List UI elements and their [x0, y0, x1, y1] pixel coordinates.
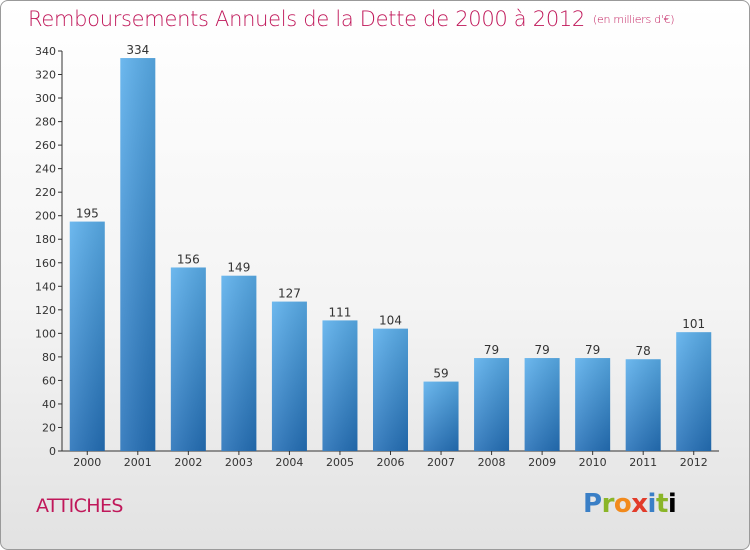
logo-letter: i	[667, 489, 677, 519]
y-tick-label: 220	[35, 186, 56, 199]
y-tick-label: 160	[35, 257, 56, 270]
y-tick-label: 120	[35, 304, 56, 317]
data-label: 79	[585, 343, 600, 357]
chart-axes: 0 20 40 60 80 100 120 140 160 180 200 220 240 260 280 3…	[35, 45, 719, 458]
bar-shade	[625, 359, 661, 451]
logo-letter: i	[647, 489, 657, 519]
y-tick-label: 20	[42, 421, 56, 434]
logo-letter: P	[583, 489, 602, 519]
x-tick-label: 2004	[275, 456, 303, 469]
x-tick-label: 2006	[377, 456, 405, 469]
data-label: 111	[329, 305, 352, 319]
x-tick-label: 2005	[326, 456, 354, 469]
x-tick-label: 2000	[73, 456, 101, 469]
data-label: 101	[682, 317, 705, 331]
data-label: 79	[484, 343, 499, 357]
y-tick-label: 320	[35, 69, 56, 82]
y-tick-label: 80	[42, 351, 56, 364]
x-tick-label: 2010	[579, 456, 607, 469]
y-tick-label: 340	[35, 45, 56, 58]
y-tick-label: 200	[35, 210, 56, 223]
chart-labels: 2000 195 2001 334 2002 156 2003 149 2004 127 2005 1…	[73, 43, 707, 469]
bar-shade	[69, 221, 105, 451]
bar-shade	[524, 358, 560, 451]
y-tick-label: 300	[35, 92, 56, 105]
y-tick-label: 260	[35, 139, 56, 152]
logo-letter: r	[601, 489, 615, 519]
y-tick-label: 0	[49, 445, 56, 458]
data-label: 79	[534, 343, 549, 357]
y-tick-label: 180	[35, 233, 56, 246]
data-label: 334	[126, 43, 149, 57]
x-tick-label: 2001	[124, 456, 152, 469]
chart-subtitle: (en milliers d'€)	[593, 13, 675, 26]
bar-shade	[170, 267, 206, 451]
data-label: 149	[227, 261, 250, 275]
chart-title-text: Remboursements Annuels de la Dette de 20…	[28, 7, 585, 31]
bar-shade	[474, 358, 510, 451]
bar-shade	[271, 301, 307, 451]
y-tick-label: 100	[35, 327, 56, 340]
x-tick-label: 2008	[478, 456, 506, 469]
bar-shade	[221, 275, 257, 451]
data-label: 104	[379, 314, 402, 328]
data-label: 195	[76, 207, 99, 221]
chart-title: Remboursements Annuels de la Dette de 20…	[28, 7, 674, 31]
data-label: 127	[278, 287, 301, 301]
logo-letter: x	[631, 489, 648, 519]
bar-shade	[423, 381, 459, 451]
logo-letter: o	[613, 489, 632, 519]
bar-shade	[676, 332, 712, 451]
x-tick-label: 2011	[629, 456, 657, 469]
x-tick-label: 2007	[427, 456, 455, 469]
y-tick-label: 40	[42, 398, 56, 411]
bar-shade	[120, 58, 156, 451]
chart-bars	[69, 58, 712, 451]
data-label: 78	[636, 344, 651, 358]
bar-shade	[322, 320, 358, 451]
x-tick-label: 2009	[528, 456, 556, 469]
bar-shade	[575, 358, 611, 451]
y-tick-label: 280	[35, 116, 56, 129]
commune-name: ATTICHES	[36, 495, 123, 517]
proxiti-logo: Proxiti	[583, 489, 677, 519]
y-tick-label: 60	[42, 374, 56, 387]
data-label: 156	[177, 252, 200, 266]
x-tick-label: 2002	[174, 456, 202, 469]
logo-letter: t	[655, 489, 668, 519]
x-tick-label: 2003	[225, 456, 253, 469]
y-tick-label: 140	[35, 280, 56, 293]
x-tick-label: 2012	[680, 456, 708, 469]
data-label: 59	[433, 367, 448, 381]
bar-shade	[373, 328, 408, 451]
y-tick-label: 240	[35, 163, 56, 176]
